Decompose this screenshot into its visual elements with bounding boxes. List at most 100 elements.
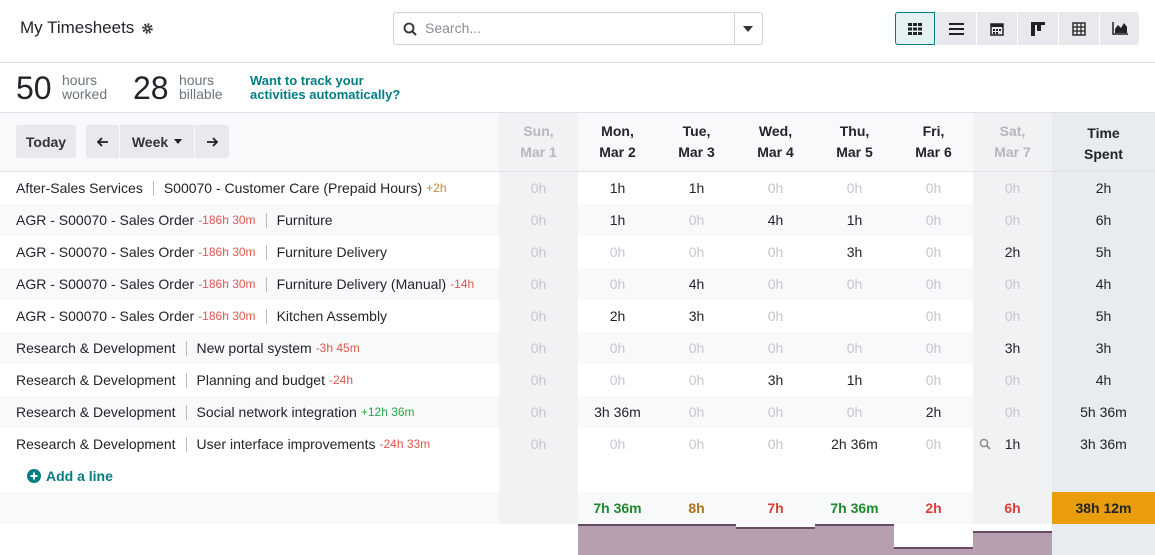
prev-button[interactable] [86,125,119,158]
next-button[interactable] [195,125,229,158]
hours-cell[interactable]: 0h [894,300,973,332]
grid-view-button[interactable] [895,12,935,45]
hours-cell[interactable]: 0h [973,172,1052,204]
task-name: S00070 - Customer Care (Prepaid Hours) [163,180,423,196]
separator [185,436,187,452]
hours-value: 0h [1004,212,1021,228]
hours-cell[interactable]: 1h [657,172,736,204]
hours-cell[interactable]: 0h [578,236,657,268]
hours-cell[interactable]: 4h [657,268,736,300]
hours-cell[interactable]: 4h [736,204,815,236]
row-label: Research & Development New portal system -… [16,332,360,364]
hours-cell[interactable]: 0h [736,300,815,332]
hours-cell[interactable]: 0h [578,428,657,460]
hours-cell[interactable]: 0h [578,268,657,300]
hours-cell[interactable]: 2h 36m [815,428,894,460]
row-stripe [815,268,894,300]
hours-cell[interactable]: 0h [499,332,578,364]
column-date: Mar 1 [520,144,557,160]
kanban-view-button[interactable] [1018,12,1058,45]
hours-cell[interactable]: 0h [657,396,736,428]
stat-label: billable [179,86,223,102]
row-stripe [578,396,657,428]
row-stripe [578,332,657,364]
hours-cell[interactable]: 0h [894,268,973,300]
hours-cell[interactable]: 3h [736,364,815,396]
add-line-button[interactable]: Add a line [27,460,113,492]
hours-cell[interactable]: 1h [815,204,894,236]
hours-cell[interactable]: 0h [499,172,578,204]
hours-cell[interactable]: 0h [499,364,578,396]
hours-cell[interactable]: 0h [815,268,894,300]
hours-cell[interactable]: 0h [499,396,578,428]
row-label: AGR - S00070 - Sales Order -186h 30m Furni… [16,268,474,300]
hours-cell[interactable]: 0h [736,172,815,204]
hours-cell[interactable]: 0h [736,396,815,428]
hours-cell[interactable]: 1h [578,172,657,204]
hours-cell[interactable]: 2h [578,300,657,332]
hours-cell[interactable]: 0h [499,236,578,268]
hours-cell[interactable]: 0h [499,268,578,300]
hours-cell[interactable]: 0h [657,204,736,236]
hours-bar [815,524,894,555]
hours-cell[interactable]: 0h [657,428,736,460]
hours-cell[interactable]: 0h [894,364,973,396]
hours-cell[interactable]: 0h [736,428,815,460]
hours-cell[interactable]: 0h [736,332,815,364]
row-stripe [0,332,499,364]
hours-value: 1h [609,212,626,228]
hours-cell[interactable]: 0h [894,236,973,268]
promo-link[interactable]: Want to track your activities automatica… [250,73,401,102]
hours-cell[interactable]: 0h [578,364,657,396]
period-button[interactable]: Week [120,125,194,158]
hours-cell[interactable]: 1h [973,428,1052,460]
hours-cell[interactable]: 2h [894,396,973,428]
calendar-view-button[interactable] [977,12,1017,45]
hours-cell[interactable]: 0h [499,428,578,460]
hours-value: 0h [925,372,942,388]
hours-cell[interactable]: 0h [973,300,1052,332]
pivot-view-button[interactable] [1059,12,1099,45]
hours-cell[interactable]: 0h [973,364,1052,396]
zoom-icon[interactable] [979,438,991,450]
hours-cell[interactable]: 3h [657,300,736,332]
hours-cell[interactable]: 0h [894,332,973,364]
hours-cell[interactable]: 0h [499,300,578,332]
hours-value: 0h [530,244,547,260]
hours-cell[interactable]: 0h [973,204,1052,236]
hours-cell[interactable]: 0h [894,172,973,204]
hours-cell[interactable]: 0h [657,364,736,396]
hours-cell[interactable]: 0h [499,204,578,236]
day-total-value: 7h 36m [593,500,642,516]
hours-value: 0h [530,436,547,452]
hours-cell[interactable]: 0h [578,332,657,364]
hours-cell[interactable]: 0h [815,396,894,428]
hours-cell[interactable]: 0h [736,268,815,300]
hours-cell[interactable]: 0h [973,268,1052,300]
row-total: 3h 36m [1080,436,1127,452]
period-label: Week [131,133,169,150]
dropdown-caret[interactable] [743,26,753,32]
search-box[interactable]: Search... [393,12,763,45]
hours-cell[interactable]: 1h [578,204,657,236]
hours-cell[interactable]: 3h 36m [578,396,657,428]
hours-cell[interactable]: 0h [973,396,1052,428]
hours-cell[interactable]: 3h [815,236,894,268]
hours-cell[interactable]: 1h [815,364,894,396]
hours-cell[interactable]: 0h [815,172,894,204]
today-button[interactable]: Today [16,125,76,158]
hours-cell[interactable]: 0h [894,204,973,236]
hours-cell[interactable]: 0h [736,236,815,268]
hours-cell[interactable]: 0h [657,236,736,268]
hours-cell[interactable]: 0h [815,332,894,364]
hours-bar [973,531,1052,555]
list-view-button[interactable] [936,12,976,45]
hours-cell[interactable]: 0h [657,332,736,364]
hours-cell[interactable]: 3h [973,332,1052,364]
hours-cell[interactable]: 0h [894,428,973,460]
settings-icon[interactable] [141,22,154,35]
stat-unit: hours [179,72,215,88]
graph-view-button[interactable] [1100,12,1139,45]
hours-cell[interactable]: 2h [973,236,1052,268]
